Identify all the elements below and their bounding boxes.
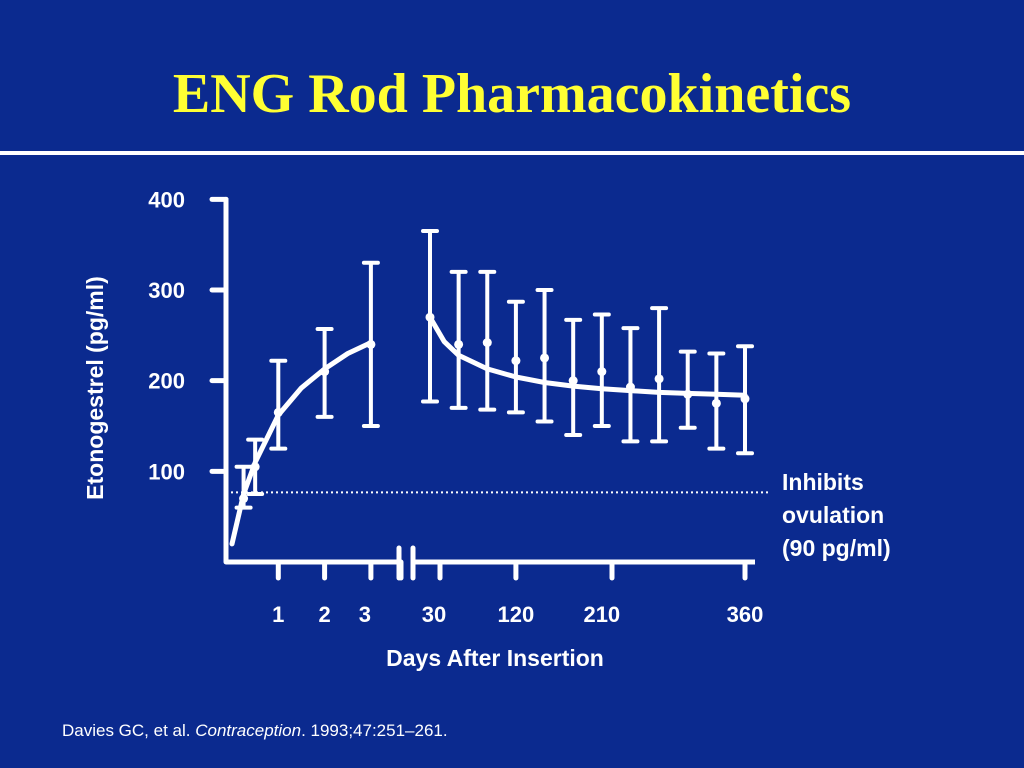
x-tick-label: 2 [318, 602, 330, 627]
y-tick-label: 400 [148, 187, 185, 212]
y-axis-label: Etonogestrel (pg/ml) [82, 276, 108, 500]
data-point [273, 407, 283, 417]
data-point [425, 312, 435, 322]
data-point [568, 376, 578, 386]
data-point [239, 494, 249, 504]
data-point [540, 353, 550, 363]
citation-details: . 1993;47:251–261. [301, 721, 448, 740]
data-point [654, 374, 664, 384]
data-point [597, 367, 607, 377]
data-point [511, 356, 521, 366]
x-tick-label: 360 [727, 602, 764, 627]
data-point [454, 339, 464, 349]
data-point [250, 462, 260, 472]
error-bars [234, 229, 754, 510]
data-point [711, 398, 721, 408]
citation: Davies GC, et al. Contraception. 1993;47… [62, 721, 448, 741]
threshold-label-line: Inhibits [782, 469, 864, 495]
slide-title: ENG Rod Pharmacokinetics [172, 63, 852, 125]
x-tick-label: 30 [422, 602, 446, 627]
chart-axes [209, 196, 755, 581]
y-tick-labels: 100 200 300 400 [148, 187, 185, 484]
fit-curve [427, 314, 748, 398]
citation-journal: Contraception [195, 721, 302, 740]
data-point [366, 339, 376, 349]
x-tick-label: 120 [498, 602, 535, 627]
fit-curve [229, 340, 374, 547]
threshold-annotation: Inhibits ovulation (90 pg/ml) [782, 466, 891, 565]
y-tick-label: 100 [148, 459, 185, 484]
x-axis-label: Days After Insertion [386, 645, 604, 671]
data-point [625, 382, 635, 392]
data-point [320, 367, 330, 377]
x-tick-label: 1 [272, 602, 284, 627]
y-tick-label: 200 [148, 369, 185, 394]
citation-authors: Davies GC, et al. [62, 721, 196, 740]
x-tick-labels: 1 2 3 30 120 210 360 [272, 602, 763, 627]
data-point [683, 389, 693, 399]
title-divider [0, 151, 1024, 155]
data-point [482, 338, 492, 348]
y-tick-label: 300 [148, 278, 185, 303]
threshold-label-line: (90 pg/ml) [782, 535, 891, 561]
x-tick-label: 3 [359, 602, 371, 627]
threshold-label-line: ovulation [782, 502, 885, 528]
data-point [740, 394, 750, 404]
x-tick-label: 210 [583, 602, 620, 627]
